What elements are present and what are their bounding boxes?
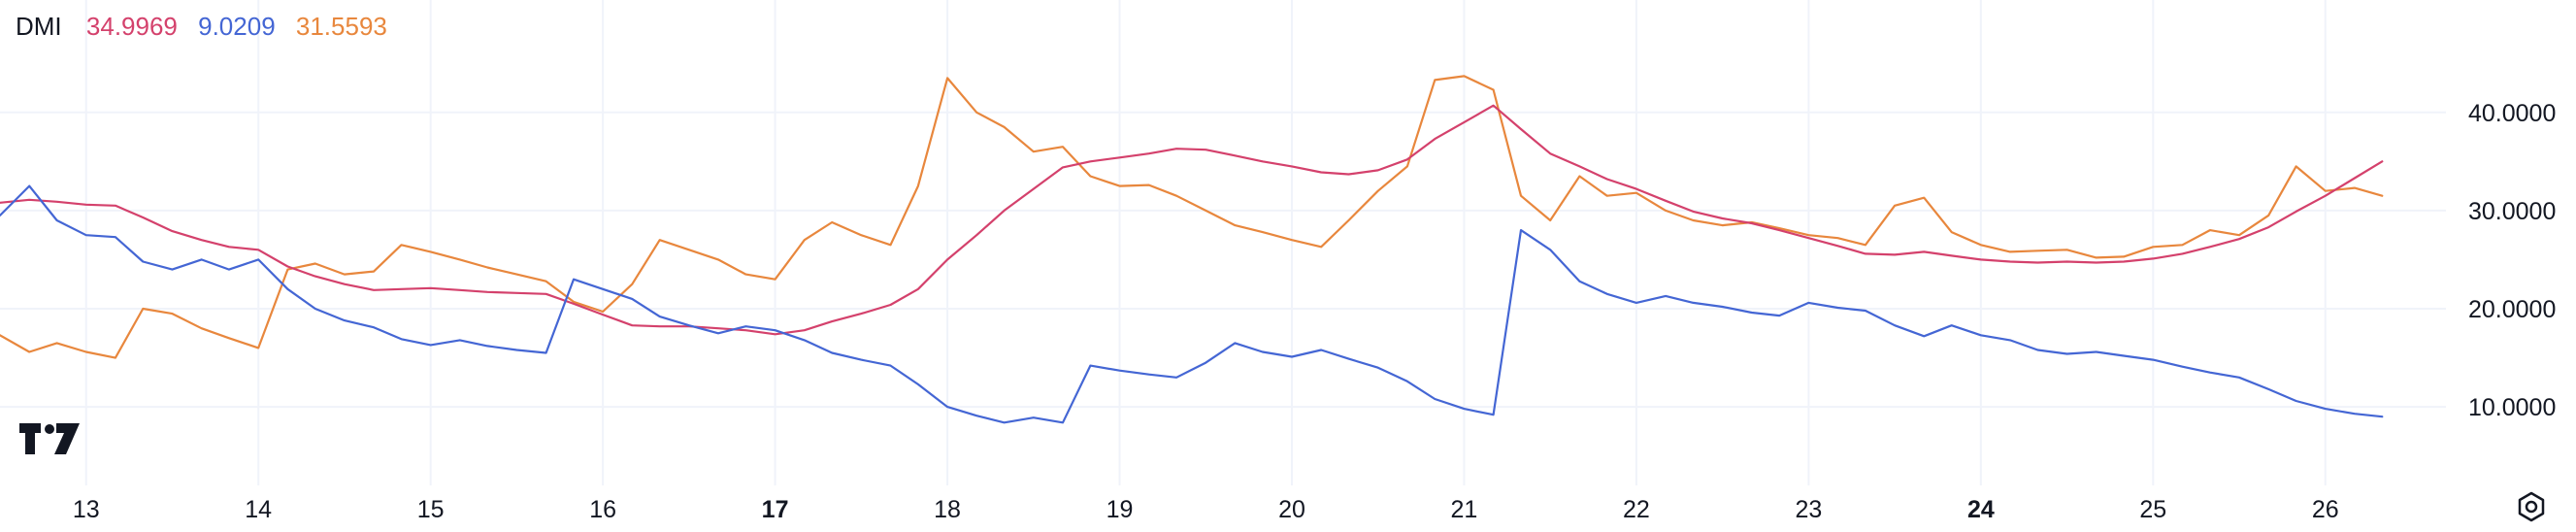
x-axis[interactable]: 13 14 15 16 17 18 19 20 21 22 23 24 25 26 — [73, 496, 2339, 523]
adx-series-line — [0, 104, 2384, 336]
x-tick-label: 16 — [589, 496, 616, 523]
y-tick-label: 10.0000 — [2468, 394, 2556, 421]
minus-di-value: 31.5593 — [295, 12, 387, 41]
x-tick-label: 20 — [1278, 496, 1305, 523]
x-tick-label: 15 — [417, 496, 445, 523]
y-tick-label: 30.0000 — [2468, 198, 2556, 225]
y-axis[interactable]: 10.0000 20.0000 30.0000 40.0000 — [2468, 100, 2556, 421]
x-tick-label: 26 — [2312, 496, 2339, 523]
x-tick-label: 13 — [73, 496, 100, 523]
tradingview-logo-icon[interactable] — [19, 423, 80, 454]
indicator-name: DMI — [16, 12, 62, 41]
x-tick-label: 14 — [245, 496, 272, 523]
x-tick-label: 23 — [1795, 496, 1822, 523]
x-tick-label: 22 — [1623, 496, 1650, 523]
minus-di-series-line — [0, 75, 2384, 359]
y-tick-label: 20.0000 — [2468, 296, 2556, 323]
grid-layer — [0, 0, 2446, 485]
x-tick-label: 19 — [1106, 496, 1134, 523]
indicator-legend[interactable]: DMI 34.9969 9.0209 31.5593 — [16, 12, 401, 42]
series-layer — [0, 75, 2384, 424]
plus-di-series-line — [0, 184, 2384, 424]
x-tick-label: 25 — [2139, 496, 2166, 523]
x-tick-label: 18 — [934, 496, 961, 523]
x-tick-label: 17 — [762, 496, 789, 523]
x-tick-label: 24 — [1967, 496, 1995, 523]
y-tick-label: 40.0000 — [2468, 100, 2556, 127]
x-tick-label: 21 — [1451, 496, 1478, 523]
settings-hexagon-icon[interactable] — [2518, 491, 2545, 522]
adx-value: 34.9969 — [85, 12, 178, 41]
plus-di-value: 9.0209 — [198, 12, 276, 41]
